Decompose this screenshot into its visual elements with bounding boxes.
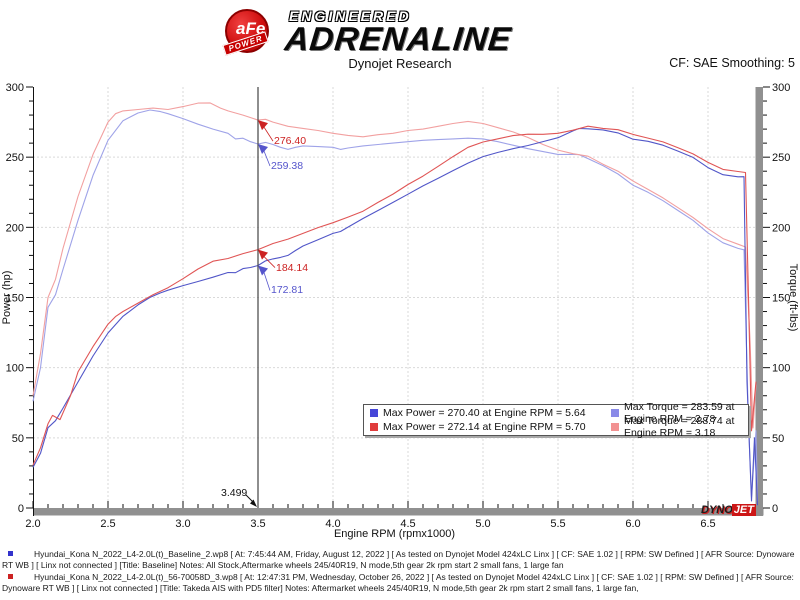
power-tick-label: 0 bbox=[18, 503, 24, 515]
baseline-max-torque-text: Max Torque = 283.59 at Engine RPM = 2.78 bbox=[624, 401, 735, 425]
rpm-tick-label: 5.5 bbox=[550, 518, 565, 530]
power-tick-label: 250 bbox=[6, 152, 24, 164]
bottom-axis-bar bbox=[33, 508, 764, 516]
cursor-arrow-head bbox=[250, 499, 257, 507]
afe-badge-icon: aFe POWER bbox=[222, 9, 269, 56]
baseline-run-bullet bbox=[8, 551, 13, 556]
rpm-tick-label: 2.5 bbox=[100, 518, 115, 530]
takeda-run-bullet bbox=[8, 574, 13, 580]
chart-title: Dynojet Research bbox=[348, 56, 452, 71]
series-line-baseline_torque bbox=[32, 109, 759, 502]
run-info-footer: Hyundai_Kona N_2022_L4-2.0L(t)_Baseline_… bbox=[0, 549, 796, 595]
callout-arrow-head bbox=[258, 144, 268, 155]
callout-leader-line bbox=[263, 150, 271, 167]
baseline-run-text: Hyundai_Kona N_2022_L4-2.0L(t)_Baseline_… bbox=[2, 549, 795, 571]
torque-tick-label: 50 bbox=[772, 433, 784, 445]
callout-arrow-head bbox=[258, 120, 268, 131]
takeda-run-text: Hyundai_Kona N_2022_L4-2.0L(t)_56-70058D… bbox=[2, 572, 794, 594]
run-info-baseline: Hyundai_Kona N_2022_L4-2.0L(t)_Baseline_… bbox=[0, 549, 796, 571]
x-axis-title: Engine RPM (rpmx1000) bbox=[334, 528, 455, 540]
cursor-rpm-value: 3.499 bbox=[221, 487, 248, 499]
right-axis-title: Torque (ft-lbs) bbox=[787, 264, 799, 332]
dynojet-logo-dyno: DYNO bbox=[701, 504, 733, 516]
takeda-power-marker bbox=[370, 423, 378, 431]
torque-tick-label: 250 bbox=[772, 152, 790, 164]
rpm-tick-label: 6.5 bbox=[700, 518, 715, 530]
rpm-tick-label: 2.0 bbox=[25, 518, 40, 530]
power-tick-label: 200 bbox=[6, 222, 24, 234]
callout-takeda-torque-value: 276.40 bbox=[274, 135, 307, 148]
takeda-torque-marker bbox=[611, 423, 619, 431]
power-tick-label: 100 bbox=[6, 363, 24, 375]
torque-tick-label: 200 bbox=[772, 222, 790, 234]
smoothing-setting: CF: SAE Smoothing: 5 bbox=[669, 56, 795, 70]
torque-tick-label: 0 bbox=[772, 503, 778, 515]
callout-arrow-head bbox=[258, 265, 268, 276]
logo-adrenaline-text: ADRENALINE bbox=[283, 20, 514, 57]
series-line-baseline_power bbox=[32, 127, 759, 506]
right-axis-bar bbox=[755, 87, 763, 516]
callout-arrow-head bbox=[258, 249, 268, 260]
series-line-takeda_torque bbox=[32, 102, 757, 429]
power-tick-label: 150 bbox=[6, 293, 24, 305]
run-info-takeda: Hyundai_Kona N_2022_L4-2.0L(t)_56-70058D… bbox=[0, 572, 796, 594]
max-values-legend: Max Power = 270.40 at Engine RPM = 5.64 … bbox=[363, 401, 749, 439]
baseline-torque-marker bbox=[611, 409, 619, 417]
logo-engineered-text: ENGINEERED bbox=[289, 8, 412, 24]
callout-leader-line bbox=[263, 272, 271, 291]
legend-row-baseline: Max Power = 270.40 at Engine RPM = 5.64 … bbox=[364, 401, 748, 425]
rpm-tick-label: 4.0 bbox=[325, 518, 340, 530]
rpm-tick-label: 4.5 bbox=[400, 518, 415, 530]
legend-row-takeda: Max Power = 272.14 at Engine RPM = 5.70 … bbox=[364, 415, 748, 439]
torque-tick-label: 300 bbox=[772, 82, 790, 94]
dynojet-logo-jet: JET bbox=[731, 504, 756, 516]
callout-baseline-power-value: 172.81 bbox=[271, 284, 304, 297]
rpm-tick-label: 3.5 bbox=[250, 518, 265, 530]
takeda-max-power-text: Max Power = 272.14 at Engine RPM = 5.70 bbox=[383, 421, 586, 433]
takeda-max-torque-text: Max Torque = 288.74 at Engine RPM = 3.18 bbox=[624, 415, 735, 439]
rpm-tick-label: 3.0 bbox=[175, 518, 190, 530]
rpm-tick-label: 5.0 bbox=[475, 518, 490, 530]
dynojet-logo: DYNOJET bbox=[701, 504, 756, 516]
callout-leader-line bbox=[263, 256, 276, 268]
afe-logo: aFe POWER ENGINEERED ADRENALINE bbox=[222, 7, 565, 57]
torque-tick-label: 100 bbox=[772, 363, 790, 375]
callout-takeda-power-value: 184.14 bbox=[276, 261, 309, 274]
callout-baseline-torque-value: 259.38 bbox=[271, 160, 304, 172]
left-axis-title: Power (hp) bbox=[1, 271, 13, 325]
baseline-max-power-text: Max Power = 270.40 at Engine RPM = 5.64 bbox=[383, 407, 586, 419]
torque-tick-label: 150 bbox=[772, 293, 790, 305]
callout-leader-line bbox=[263, 126, 274, 142]
power-tick-label: 300 bbox=[6, 82, 24, 94]
rpm-tick-label: 6.0 bbox=[625, 518, 640, 530]
power-tick-label: 50 bbox=[12, 433, 24, 445]
baseline-power-marker bbox=[370, 409, 378, 417]
